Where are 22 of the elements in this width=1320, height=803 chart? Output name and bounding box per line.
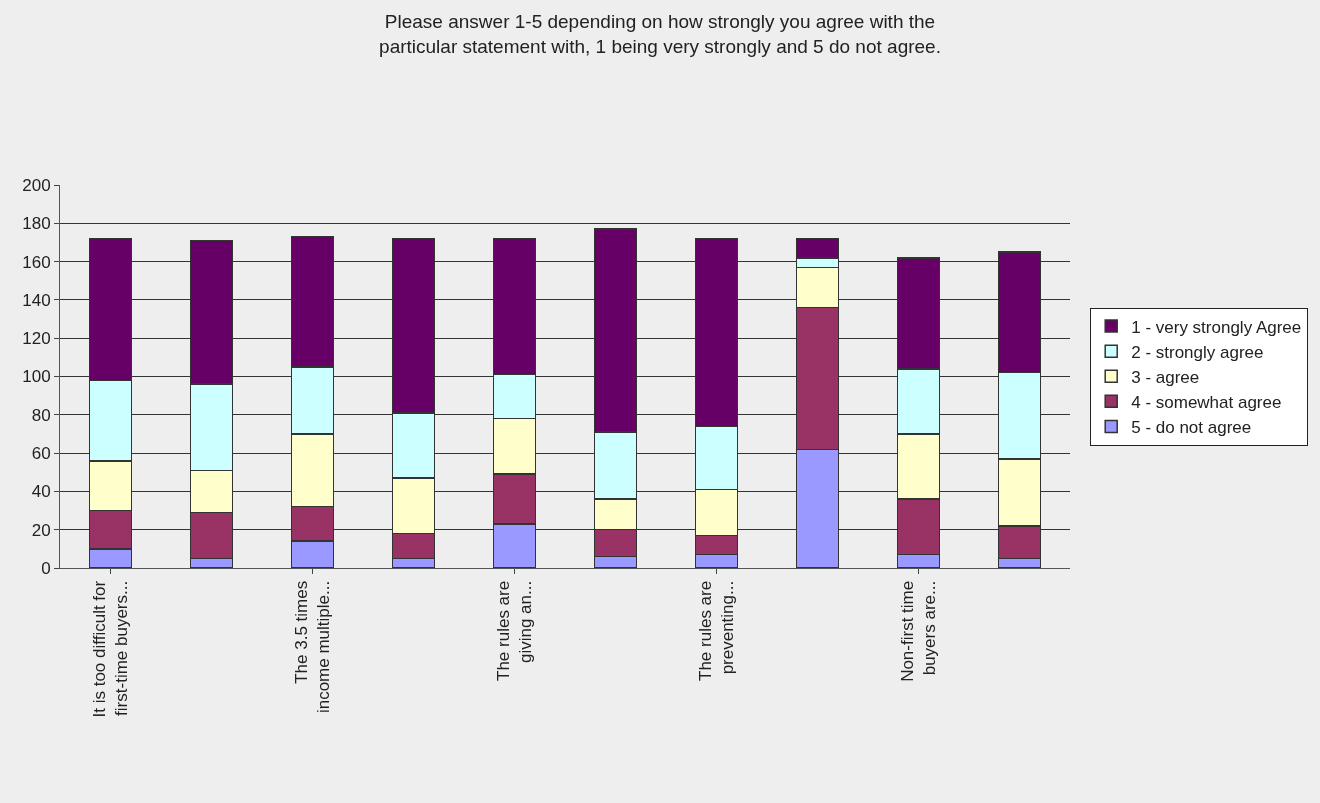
x-tick-label: The 3.5 times income multiple...: [291, 580, 334, 714]
legend-label: 4 - somewhat agree: [1131, 392, 1282, 412]
legend-label: 3 - agree: [1131, 367, 1200, 387]
legend-label: 2 - strongly agree: [1131, 342, 1264, 362]
y-tick-label: 100: [22, 367, 51, 387]
y-tick-label: 20: [31, 520, 51, 540]
x-tick-label: Non-first time buyers are...: [897, 580, 940, 682]
y-tick-label: 60: [31, 444, 51, 464]
y-tick-label: 160: [22, 252, 51, 272]
y-tick-label: 120: [22, 329, 51, 349]
y-tick-label: 40: [31, 482, 51, 502]
x-tick-label: The rules are giving an...: [493, 580, 536, 681]
chart-title: Please answer 1-5 depending on how strongly you agree with the particular statement with, 1 being very strongly and 5 do not agree.: [379, 11, 941, 57]
legend-label: 5 - do not agree: [1131, 418, 1252, 438]
y-tick-label: 0: [41, 558, 51, 578]
y-tick-label: 140: [22, 290, 51, 310]
x-tick-label: It is too difficult for first-time buyers...: [89, 580, 132, 718]
y-tick-label: 200: [22, 175, 51, 195]
x-tick-label: The rules are preventing...: [695, 580, 738, 681]
y-tick-label: 180: [22, 214, 51, 234]
legend-label: 1 - very strongly Agree: [1131, 317, 1302, 337]
y-tick-label: 80: [31, 405, 51, 425]
